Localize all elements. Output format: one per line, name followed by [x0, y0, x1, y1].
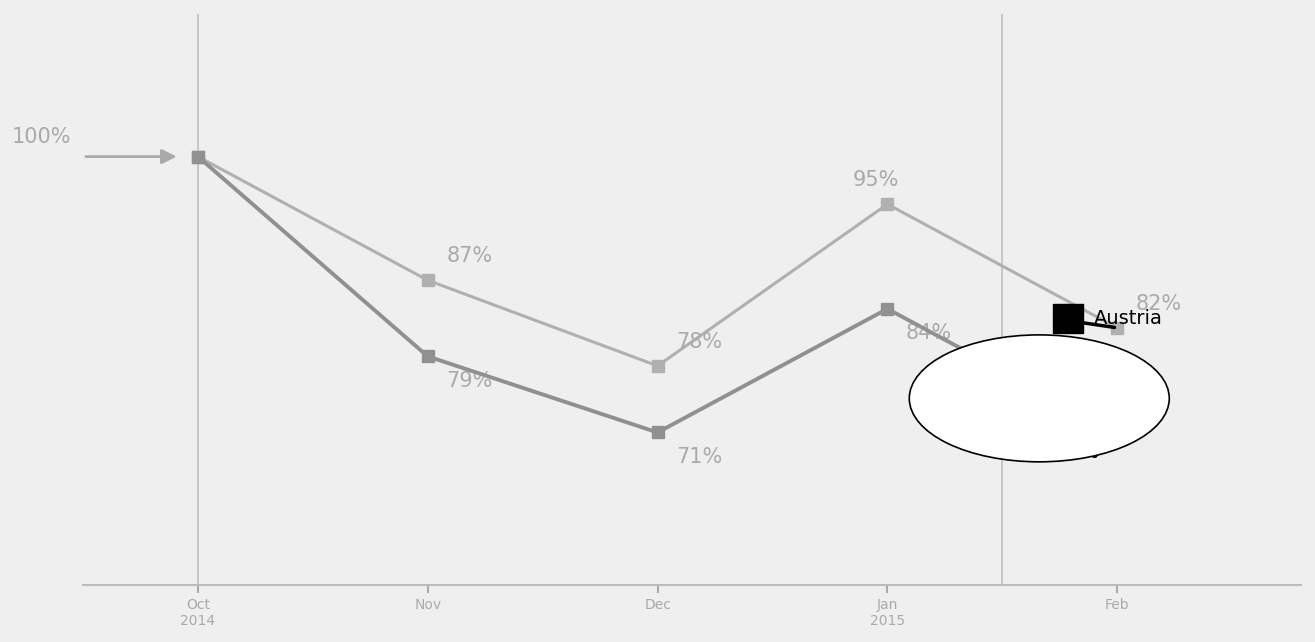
Text: 95%: 95%	[852, 170, 899, 190]
Bar	[1053, 370, 1082, 399]
Text: 100%: 100%	[12, 127, 71, 147]
Text: 71%: 71%	[1053, 442, 1099, 462]
Text: 84%: 84%	[906, 323, 952, 343]
Text: France: France	[1094, 376, 1159, 394]
Bar	[1053, 304, 1082, 333]
Text: 78%: 78%	[676, 332, 722, 352]
Text: 82%: 82%	[1136, 293, 1182, 313]
Text: 71%: 71%	[676, 447, 722, 467]
Text: Austria: Austria	[1094, 309, 1164, 328]
Text: 79%: 79%	[446, 370, 493, 390]
Text: 87%: 87%	[446, 246, 492, 266]
